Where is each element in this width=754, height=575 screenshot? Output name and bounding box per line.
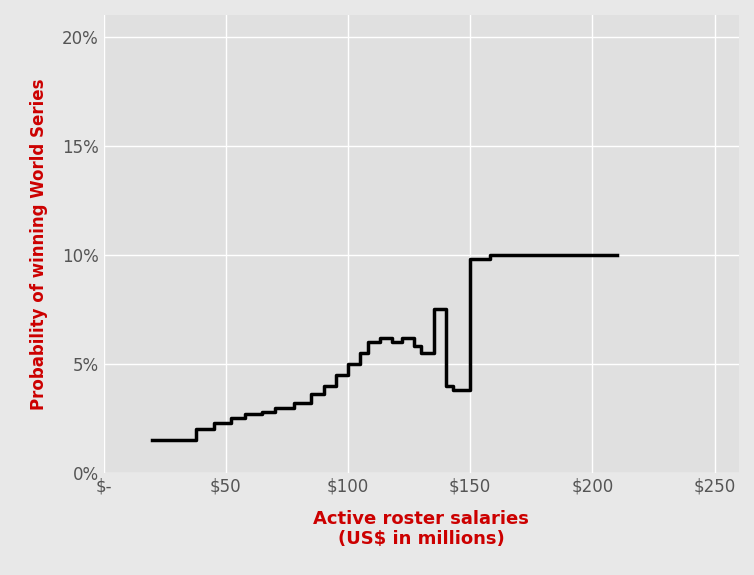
Y-axis label: Probability of winning World Series: Probability of winning World Series bbox=[30, 78, 48, 410]
X-axis label: Active roster salaries
(US$ in millions): Active roster salaries (US$ in millions) bbox=[314, 509, 529, 549]
